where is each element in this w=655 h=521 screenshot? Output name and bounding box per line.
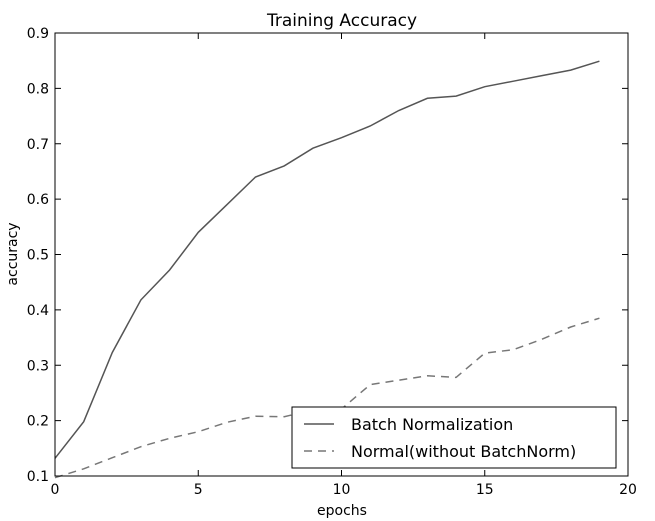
y-tick-label: 0.6 bbox=[27, 192, 49, 208]
y-tick-label: 0.2 bbox=[27, 414, 49, 430]
x-tick-label: 5 bbox=[194, 482, 203, 498]
y-tick-label: 0.4 bbox=[27, 303, 49, 319]
chart-title: Training Accuracy bbox=[266, 11, 417, 31]
y-tick-label: 0.1 bbox=[27, 469, 49, 485]
ticks-layer: 0 5 10 15 20 0.1 0.2 0.3 0.4 0.5 0.6 0.7 0.8 0.9 bbox=[27, 26, 637, 498]
legend-label-normal-without-batchnorm: Normal(without BatchNorm) bbox=[351, 442, 576, 461]
x-tick-label: 20 bbox=[619, 482, 637, 498]
y-tick-label: 0.5 bbox=[27, 248, 49, 264]
x-tick-label: 15 bbox=[476, 482, 494, 498]
x-tick-label: 0 bbox=[51, 482, 60, 498]
y-axis-label: accuracy bbox=[5, 222, 21, 285]
legend: Batch Normalization Normal(without Batch… bbox=[291, 406, 617, 469]
x-tick-label: 10 bbox=[333, 482, 351, 498]
y-tick-label: 0.7 bbox=[27, 137, 49, 153]
x-axis-label: epochs bbox=[317, 503, 367, 519]
series-line-batch-normalization bbox=[54, 60, 600, 459]
y-tick-label: 0.3 bbox=[27, 358, 49, 374]
y-tick-label: 0.8 bbox=[27, 81, 49, 97]
legend-box bbox=[291, 406, 617, 469]
y-tick-label: 0.9 bbox=[27, 26, 49, 42]
legend-label-batch-normalization: Batch Normalization bbox=[351, 415, 513, 434]
